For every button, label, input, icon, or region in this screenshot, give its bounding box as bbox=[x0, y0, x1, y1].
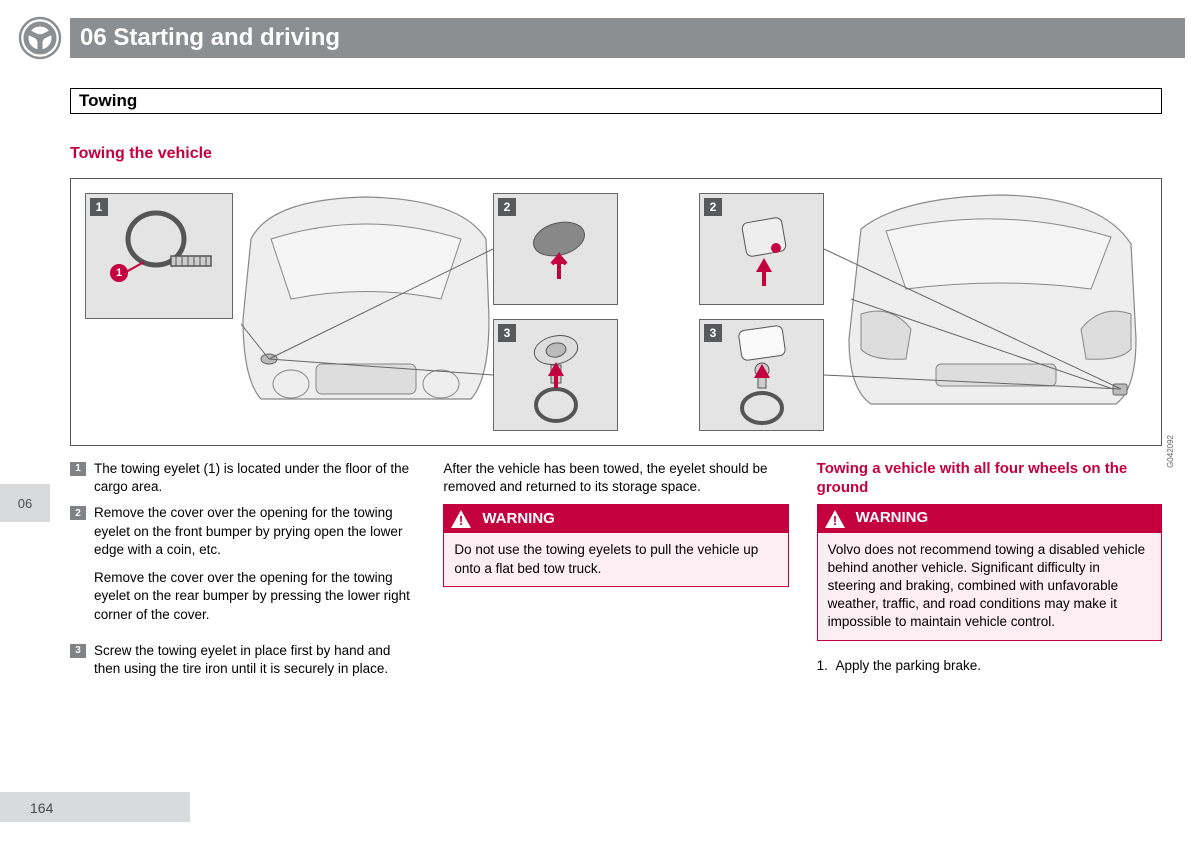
numbered-list: 1. Apply the parking brake. bbox=[817, 657, 1162, 675]
step-badge-3: 3 bbox=[70, 644, 86, 658]
panel-badge-3b: 3 bbox=[704, 324, 722, 342]
column-3: Towing a vehicle with all four wheels on… bbox=[817, 460, 1162, 686]
warning-body-1: Do not use the towing eyelets to pull th… bbox=[444, 533, 787, 585]
step-badge-1: 1 bbox=[70, 462, 86, 476]
chapter-title: 06 Starting and driving bbox=[70, 24, 340, 52]
warning-box-2: ! WARNING Volvo does not recommend towin… bbox=[817, 504, 1162, 641]
illus-panel-3a: 3 bbox=[493, 319, 618, 431]
warning-triangle-icon: ! bbox=[450, 508, 472, 530]
svg-text:!: ! bbox=[459, 513, 463, 528]
side-tab-label: 06 bbox=[18, 496, 32, 511]
chapter-header: 06 Starting and driving bbox=[70, 18, 1185, 58]
manual-page: 06 Starting and driving Towing Towing th… bbox=[0, 0, 1200, 847]
warning-triangle-icon: ! bbox=[824, 508, 846, 530]
step-2: 2 Remove the cover over the opening for … bbox=[70, 504, 415, 633]
warning-label-2: WARNING bbox=[856, 508, 929, 528]
column-2: After the vehicle has been towed, the ey… bbox=[443, 460, 788, 686]
side-tab: 06 bbox=[0, 484, 50, 522]
page-number: 164 bbox=[30, 800, 53, 816]
callout-1: 1 bbox=[110, 264, 128, 282]
panel-badge-2a: 2 bbox=[498, 198, 516, 216]
step-2-text-b: Remove the cover over the opening for th… bbox=[94, 569, 415, 624]
illus-panel-2a: 2 bbox=[493, 193, 618, 305]
warning-body-2: Volvo does not recommend towing a disabl… bbox=[818, 533, 1161, 640]
panel-badge-1: 1 bbox=[90, 198, 108, 216]
step-2-text-a: Remove the cover over the opening for th… bbox=[94, 504, 415, 559]
illus-panel-3b: 3 bbox=[699, 319, 824, 431]
section-title: Towing bbox=[79, 91, 137, 111]
step-3: 3 Screw the towing eyelet in place first… bbox=[70, 642, 415, 678]
step-badge-2: 2 bbox=[70, 506, 86, 520]
section-subtitle: Towing the vehicle bbox=[70, 145, 212, 163]
warning-header-1: ! WARNING bbox=[444, 505, 787, 533]
panel-badge-2b: 2 bbox=[704, 198, 722, 216]
steering-wheel-icon bbox=[18, 16, 62, 60]
col3-heading: Towing a vehicle with all four wheels on… bbox=[817, 460, 1162, 498]
step-3-text: Screw the towing eyelet in place first b… bbox=[94, 642, 415, 678]
column-1: 1 The towing eyelet (1) is located under… bbox=[70, 460, 415, 686]
warning-label-1: WARNING bbox=[482, 509, 555, 529]
footer-bar bbox=[0, 792, 190, 822]
towing-illustration: G042092 1 1 2 bbox=[70, 178, 1162, 446]
illus-panel-1: 1 1 bbox=[85, 193, 233, 319]
list-item-1-text: Apply the parking brake. bbox=[835, 658, 981, 673]
body-columns: 1 The towing eyelet (1) is located under… bbox=[70, 460, 1162, 686]
car-front-drawing bbox=[241, 189, 491, 435]
eyelet-drawing bbox=[86, 194, 234, 320]
step-2-body: Remove the cover over the opening for th… bbox=[94, 504, 415, 633]
section-title-box: Towing bbox=[70, 88, 1162, 114]
warning-header-2: ! WARNING bbox=[818, 505, 1161, 533]
list-item-1-num: 1. bbox=[817, 658, 828, 673]
panel-badge-3a: 3 bbox=[498, 324, 516, 342]
svg-text:!: ! bbox=[832, 513, 836, 528]
col2-para: After the vehicle has been towed, the ey… bbox=[443, 460, 788, 496]
warning-box-1: ! WARNING Do not use the towing eyelets … bbox=[443, 504, 788, 586]
car-rear-drawing bbox=[841, 189, 1141, 435]
step-1: 1 The towing eyelet (1) is located under… bbox=[70, 460, 415, 496]
illus-panel-2b: 2 bbox=[699, 193, 824, 305]
illustration-ref: G042092 bbox=[1166, 435, 1175, 468]
step-1-text: The towing eyelet (1) is located under t… bbox=[94, 460, 415, 496]
